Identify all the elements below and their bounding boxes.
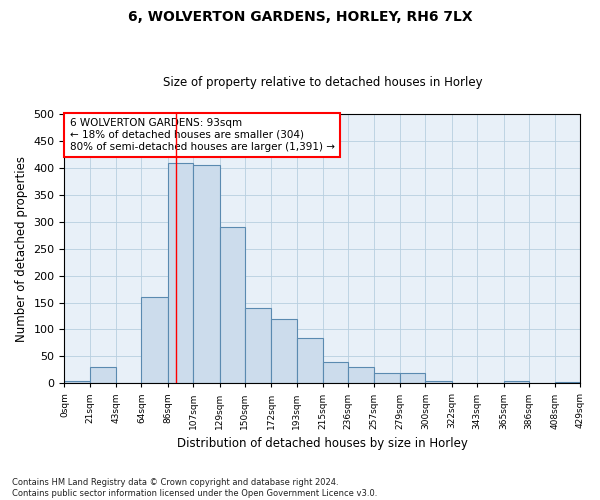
Bar	[271, 318, 296, 384]
Y-axis label: Number of detached properties: Number of detached properties	[15, 156, 28, 342]
Bar	[89, 367, 116, 384]
Bar	[400, 372, 425, 384]
Bar	[296, 338, 323, 384]
Text: 6 WOLVERTON GARDENS: 93sqm
← 18% of detached houses are smaller (304)
80% of sem: 6 WOLVERTON GARDENS: 93sqm ← 18% of deta…	[70, 118, 335, 152]
Bar	[64, 380, 89, 384]
X-axis label: Distribution of detached houses by size in Horley: Distribution of detached houses by size …	[177, 437, 468, 450]
Bar	[168, 162, 193, 384]
Bar	[193, 166, 220, 384]
Bar	[374, 372, 400, 384]
Text: Contains HM Land Registry data © Crown copyright and database right 2024.
Contai: Contains HM Land Registry data © Crown c…	[12, 478, 377, 498]
Bar	[245, 308, 271, 384]
Bar	[503, 380, 529, 384]
Bar	[425, 380, 452, 384]
Bar	[349, 367, 374, 384]
Bar	[220, 228, 245, 384]
Bar	[323, 362, 349, 384]
Title: Size of property relative to detached houses in Horley: Size of property relative to detached ho…	[163, 76, 482, 90]
Text: 6, WOLVERTON GARDENS, HORLEY, RH6 7LX: 6, WOLVERTON GARDENS, HORLEY, RH6 7LX	[128, 10, 472, 24]
Bar	[142, 297, 168, 384]
Bar	[555, 382, 580, 384]
